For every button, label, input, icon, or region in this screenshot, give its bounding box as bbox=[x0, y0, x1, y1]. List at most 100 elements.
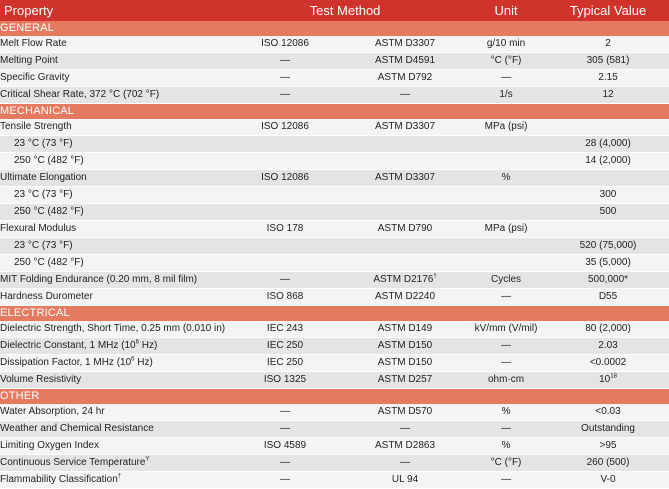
method-superscript: † bbox=[433, 273, 437, 280]
astm-method-cell bbox=[345, 186, 466, 204]
astm-method-cell: ASTM D150 bbox=[345, 354, 466, 372]
astm-method-cell: — bbox=[345, 420, 466, 438]
unit-cell: — bbox=[465, 420, 548, 438]
table-row: Dissipation Factor, 1 MHz (106 Hz) IEC 25… bbox=[0, 354, 669, 372]
typical-value: 260 (500) bbox=[586, 457, 630, 468]
typical-value-cell: 305 (581) bbox=[547, 52, 669, 70]
typical-value-cell: 500 bbox=[547, 203, 669, 221]
property-cell: Water Absorption, 24 hr bbox=[0, 404, 225, 421]
astm-method-cell: ASTM D2863 bbox=[345, 437, 466, 455]
astm-method-cell: ASTM D3307 bbox=[345, 36, 466, 53]
iso-method-cell: — bbox=[225, 471, 345, 489]
astm-method-cell: ASTM D2176† bbox=[345, 271, 466, 289]
astm-method: ASTM D3307 bbox=[374, 38, 436, 49]
astm-method-cell: ASTM D570 bbox=[345, 404, 466, 421]
typical-value-cell: 80 (2,000) bbox=[547, 321, 669, 338]
table-row: Limiting Oxygen Index ISO 4589 ASTM D2863%… bbox=[0, 437, 669, 455]
unit-cell: — bbox=[465, 69, 548, 87]
property-cell: Tensile Strength bbox=[0, 119, 225, 136]
typical-value: 12 bbox=[602, 89, 614, 100]
astm-method-cell: ASTM D792 bbox=[345, 69, 466, 87]
section-title: MECHANICAL bbox=[0, 103, 669, 119]
unit-cell bbox=[465, 135, 548, 153]
table-row: Dielectric Strength, Short Time, 0.25 mm… bbox=[0, 321, 669, 338]
property-name: Dielectric Strength, Short Time, 0.25 mm… bbox=[0, 323, 225, 334]
astm-method: — bbox=[400, 423, 410, 434]
astm-method-cell: ASTM D2240 bbox=[345, 288, 466, 306]
unit-cell: % bbox=[465, 404, 548, 421]
astm-method: — bbox=[400, 89, 410, 100]
astm-method-cell: ASTM D257 bbox=[345, 371, 466, 389]
typical-value-cell: 2.15 bbox=[547, 69, 669, 87]
property-cell: Melting Point bbox=[0, 52, 225, 70]
property-cell: Continuous Service TemperatureY bbox=[0, 454, 225, 472]
property-cell: 250 °C (482 °F) bbox=[0, 152, 225, 170]
astm-method-cell bbox=[345, 254, 466, 272]
unit-cell: % bbox=[465, 437, 548, 455]
astm-method-cell: ASTM D150 bbox=[345, 337, 466, 355]
astm-method: ASTM D792 bbox=[377, 72, 433, 83]
typical-value: 2.03 bbox=[598, 340, 618, 351]
typical-value-cell: <0.0002 bbox=[547, 354, 669, 372]
iso-method-cell: ISO 12086 bbox=[225, 169, 345, 187]
header-typical-value: Typical Value bbox=[547, 0, 669, 21]
unit-cell: MPa (psi) bbox=[465, 220, 548, 238]
unit-cell bbox=[465, 186, 548, 204]
astm-method: ASTM D3307 bbox=[374, 172, 436, 183]
property-superscript: 6 bbox=[135, 339, 139, 346]
property-superscript: † bbox=[117, 473, 122, 480]
astm-method-cell: ASTM D3307 bbox=[345, 119, 466, 136]
table-row: 23 °C (73 °F) 28 (4,000) bbox=[0, 135, 669, 153]
table-row: Weather and Chemical Resistance — — — Outsta… bbox=[0, 420, 669, 438]
property-name: Dielectric Constant, 1 MHz (10 bbox=[0, 340, 136, 351]
typical-value-cell bbox=[547, 169, 669, 187]
property-name: 23 °C (73 °F) bbox=[14, 138, 73, 149]
table-row: Continuous Service TemperatureY — — °C (°F)… bbox=[0, 454, 669, 472]
typical-value: 500,000* bbox=[587, 274, 629, 285]
property-cell: 23 °C (73 °F) bbox=[0, 135, 225, 153]
typical-value: 305 (581) bbox=[586, 55, 630, 66]
property-name-tail: Hz) bbox=[138, 340, 158, 351]
typical-value-cell: 12 bbox=[547, 86, 669, 104]
iso-method-cell: ISO 4589 bbox=[225, 437, 345, 455]
unit-cell: — bbox=[465, 354, 548, 372]
property-name: Critical Shear Rate, 372 °C (702 °F) bbox=[0, 89, 160, 100]
iso-method-cell: ISO 12086 bbox=[225, 36, 345, 53]
iso-method-cell: — bbox=[225, 404, 345, 421]
iso-method-cell: ISO 1325 bbox=[225, 371, 345, 389]
property-name: 250 °C (482 °F) bbox=[14, 155, 84, 166]
unit-cell: kV/mm (V/mil) bbox=[465, 321, 548, 338]
astm-method-cell bbox=[345, 237, 466, 255]
table-row: Water Absorption, 24 hr — ASTM D570% <0.03 bbox=[0, 404, 669, 421]
table-row: Ultimate Elongation ISO 12086 ASTM D3307% bbox=[0, 169, 669, 187]
iso-method-cell: — bbox=[225, 69, 345, 87]
unit-cell: % bbox=[465, 169, 548, 187]
astm-method: ASTM D4591 bbox=[374, 55, 436, 66]
typical-value-cell: 2.03 bbox=[547, 337, 669, 355]
header-test-method: Test Method bbox=[225, 0, 466, 21]
iso-method-cell: ISO 12086 bbox=[225, 119, 345, 136]
typical-value: 28 (4,000) bbox=[585, 138, 631, 149]
unit-cell bbox=[465, 254, 548, 272]
iso-method-cell: — bbox=[225, 454, 345, 472]
property-cell: 250 °C (482 °F) bbox=[0, 254, 225, 272]
typical-value: 2 bbox=[605, 38, 611, 49]
value-superscript: 18 bbox=[610, 373, 617, 380]
property-name: Limiting Oxygen Index bbox=[0, 440, 99, 451]
astm-method-cell bbox=[345, 203, 466, 221]
typical-value: 10 bbox=[599, 374, 611, 385]
unit-cell: — bbox=[465, 288, 548, 306]
property-name: Tensile Strength bbox=[0, 121, 72, 132]
iso-method-cell: IEC 243 bbox=[225, 321, 345, 338]
property-name: Ultimate Elongation bbox=[0, 172, 87, 183]
astm-method: ASTM D2240 bbox=[374, 291, 436, 302]
table-row: Hardness Durometer ISO 868 ASTM D2240 — D55 bbox=[0, 288, 669, 306]
typical-value: 500 bbox=[599, 206, 617, 217]
typical-value-cell bbox=[547, 220, 669, 238]
property-name: Specific Gravity bbox=[0, 72, 70, 83]
property-name: 23 °C (73 °F) bbox=[14, 240, 73, 251]
table-row: Critical Shear Rate, 372 °C (702 °F) — — 1/… bbox=[0, 86, 669, 104]
astm-method-cell: — bbox=[345, 454, 466, 472]
table-row: Flammability Classification† — UL 94— V-0 bbox=[0, 471, 669, 489]
